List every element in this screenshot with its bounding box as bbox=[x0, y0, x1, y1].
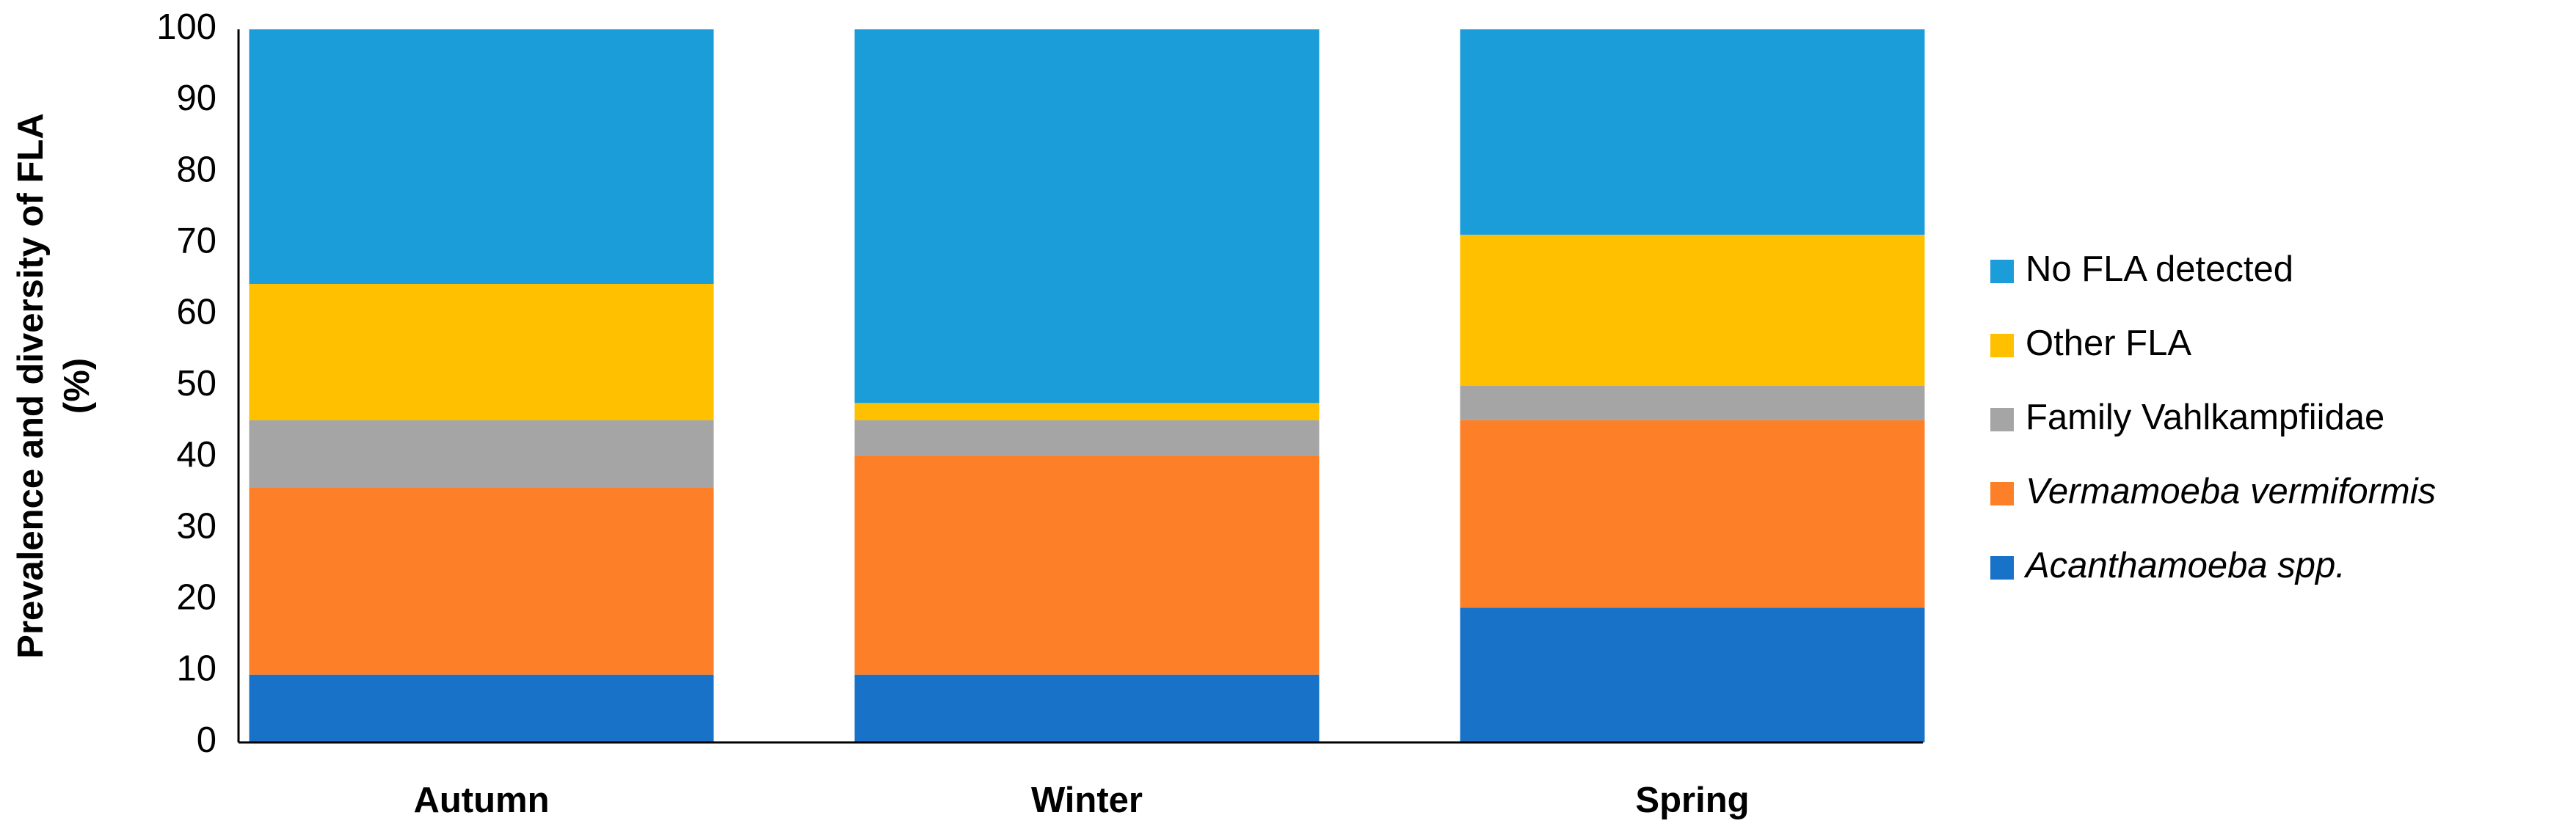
y-tick-label: 0 bbox=[197, 720, 217, 760]
bar-segment bbox=[1460, 29, 1925, 235]
y-axis-title: (%) bbox=[57, 358, 97, 414]
x-tick-label: Winter bbox=[1031, 781, 1143, 820]
bar-segment bbox=[249, 29, 714, 285]
y-tick-label: 50 bbox=[176, 364, 217, 403]
y-axis-title: Prevalence and diversity of FLA bbox=[11, 113, 51, 658]
bar-segment bbox=[1460, 234, 1925, 386]
y-tick-label: 60 bbox=[176, 293, 217, 332]
legend-swatch bbox=[1990, 482, 2014, 505]
legend-label: Family Vahlkampfiidae bbox=[2026, 398, 2384, 437]
legend-label: Vermamoeba vermiformis bbox=[2026, 472, 2436, 511]
bar-segment bbox=[854, 403, 1320, 420]
bar-segment bbox=[1460, 607, 1925, 742]
bar-segment bbox=[249, 674, 714, 742]
bar-segment bbox=[1460, 420, 1925, 608]
bar-segment bbox=[1460, 386, 1925, 420]
legend-label: Other FLA bbox=[2026, 324, 2191, 363]
legend-swatch bbox=[1990, 556, 2014, 580]
bar-segment bbox=[249, 420, 714, 488]
legend-label: Acanthamoeba spp. bbox=[2023, 546, 2346, 585]
y-tick-label: 20 bbox=[176, 578, 217, 618]
legend-swatch bbox=[1990, 334, 2014, 357]
bar-segment bbox=[854, 455, 1320, 675]
y-tick-label: 90 bbox=[176, 78, 217, 118]
bar-segment bbox=[249, 284, 714, 420]
y-tick-label: 100 bbox=[156, 7, 217, 47]
y-tick-label: 30 bbox=[176, 506, 217, 546]
y-tick-label: 70 bbox=[176, 222, 217, 261]
y-tick-label: 40 bbox=[176, 435, 217, 475]
y-tick-label: 10 bbox=[176, 649, 217, 689]
legend-swatch bbox=[1990, 408, 2014, 431]
bar-segment bbox=[854, 29, 1320, 403]
bar-segment bbox=[854, 420, 1320, 456]
bar-segment bbox=[249, 487, 714, 675]
y-tick-label: 80 bbox=[176, 150, 217, 189]
x-tick-label: Autumn bbox=[413, 781, 549, 820]
legend-label: No FLA detected bbox=[2026, 249, 2293, 289]
bar-segment bbox=[854, 674, 1320, 742]
x-tick-label: Spring bbox=[1635, 781, 1749, 820]
legend-swatch bbox=[1990, 260, 2014, 283]
